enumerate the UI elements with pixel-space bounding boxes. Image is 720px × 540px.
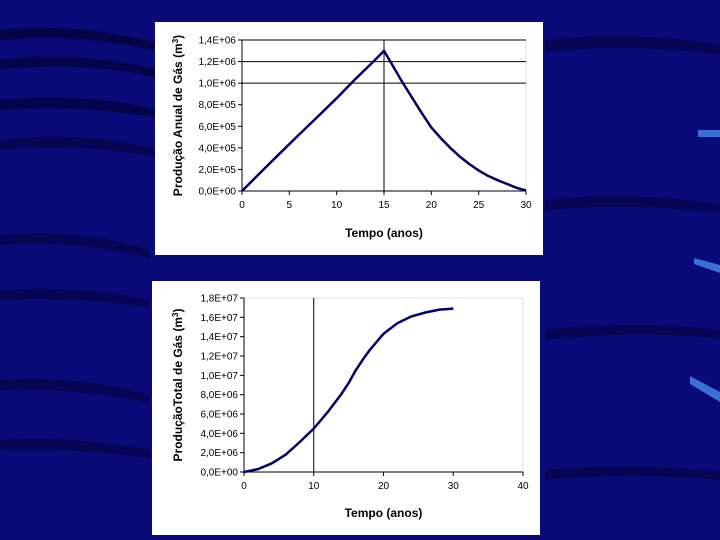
y-axis-title-superscript: 3 — [171, 38, 180, 43]
y-tick-label: 6,0E+06 — [200, 410, 238, 421]
x-tick-label: 20 — [426, 200, 438, 211]
background-stripe — [0, 439, 150, 458]
x-tick-label: 30 — [448, 481, 460, 492]
x-tick-label: 10 — [308, 481, 320, 492]
series-line — [243, 307, 454, 474]
y-axis-title-superscript: 3 — [171, 312, 180, 317]
y-tick-label: 4,0E+05 — [198, 143, 236, 154]
y-tick-label: 1,6E+07 — [200, 313, 238, 324]
y-tick-label: 1,0E+06 — [198, 79, 236, 90]
x-tick-label: 5 — [287, 200, 293, 211]
y-tick-label: 1,2E+06 — [198, 57, 236, 68]
x-tick-label: 0 — [239, 200, 245, 211]
y-tick-label: 8,0E+05 — [198, 100, 236, 111]
y-tick-label: 0,0E+00 — [200, 468, 238, 479]
x-tick-label: 40 — [517, 481, 529, 492]
background-stripe — [545, 466, 720, 480]
x-tick-label: 10 — [331, 200, 343, 211]
y-axis-title-close: ) — [171, 35, 185, 39]
background-stripe — [545, 325, 720, 340]
y-tick-label: 1,4E+07 — [200, 332, 238, 343]
y-tick-label: 8,0E+06 — [200, 390, 238, 401]
y-axis-title: ProduçãoTotal de Gás (m3) — [171, 309, 186, 462]
background-stripe — [0, 97, 160, 118]
x-axis-title: Tempo (anos) — [345, 506, 423, 520]
x-tick-label: 25 — [473, 200, 485, 211]
background-accent — [690, 376, 720, 402]
y-tick-label: 2,0E+05 — [198, 165, 236, 176]
background-stripe — [545, 36, 720, 55]
x-axis-title: Tempo (anos) — [345, 226, 423, 240]
background-stripe — [545, 196, 720, 213]
annual-gas-production-chart: 0,0E+00 2,0E+05 4,0E+05 6,0E+05 8,0E+05 1,0E+… — [155, 22, 543, 255]
y-axis-title: Produção Anual de Gás (m3) — [171, 35, 186, 196]
y-tick-label: 1,4E+06 — [198, 36, 236, 47]
background-accent — [698, 130, 720, 137]
series-line — [241, 49, 527, 192]
y-axis-title-text: Produção Anual de Gás (m — [171, 43, 185, 196]
plot-area — [243, 297, 524, 473]
background-stripe — [0, 379, 150, 403]
y-tick-label: 1,0E+07 — [200, 371, 238, 382]
x-tick-label: 30 — [520, 200, 532, 211]
background-stripe — [0, 288, 150, 308]
background-stripe — [0, 56, 160, 78]
y-tick-label: 1,8E+07 — [200, 294, 238, 305]
y-tick-label: 6,0E+05 — [198, 122, 236, 133]
x-tick-label: 0 — [241, 481, 247, 492]
y-axis-title-text: ProduçãoTotal de Gás (m — [171, 317, 185, 461]
x-tick-label: 15 — [378, 200, 390, 211]
x-tick-label: 20 — [378, 481, 390, 492]
total-gas-production-chart: 0,0E+00 2,0E+06 4,0E+06 6,0E+06 8,0E+06 1,0E+… — [152, 281, 540, 535]
y-axis-title-close: ) — [171, 309, 185, 313]
y-tick-label: 0,0E+00 — [198, 187, 236, 198]
background-accent — [694, 258, 720, 273]
background-stripe — [0, 233, 150, 258]
background-stripe — [0, 27, 160, 52]
background-stripe — [0, 136, 160, 158]
y-tick-label: 1,2E+07 — [200, 352, 238, 363]
annual-gas-production-plot: 0,0E+00 2,0E+05 4,0E+05 6,0E+05 8,0E+05 1,0E+… — [171, 35, 532, 240]
y-tick-label: 4,0E+06 — [200, 429, 238, 440]
y-tick-label: 2,0E+06 — [200, 448, 238, 459]
total-gas-production-plot: 0,0E+00 2,0E+06 4,0E+06 6,0E+06 8,0E+06 1,0E+… — [171, 294, 529, 521]
